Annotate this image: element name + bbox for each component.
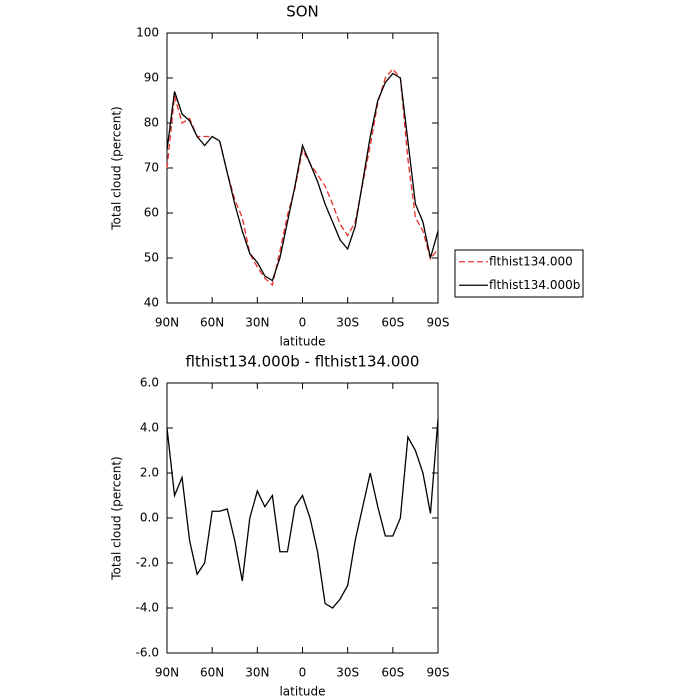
y-tick-label: -6.0 [136,646,159,660]
y-tick-label: 60 [144,206,159,220]
legend-label: flthist134.000 [489,254,573,268]
y-tick-label: 2.0 [140,466,159,480]
y-tick-label: -2.0 [136,556,159,570]
y-tick-label: 70 [144,161,159,175]
plot-frame [166,382,439,654]
x-tick-label: 90N [155,666,179,680]
y-tick-label: 6.0 [140,376,159,390]
chart-title: SON [286,3,319,21]
x-tick-label: 90N [155,316,179,330]
y-tick-label: 80 [144,116,159,130]
y-tick-label: 40 [144,296,159,310]
x-tick-label: 0 [299,316,307,330]
x-axis-label: latitude [279,685,325,699]
x-tick-label: 90S [427,316,450,330]
x-tick-label: 30N [245,666,269,680]
x-tick-label: 30N [245,316,269,330]
data-line [166,72,439,282]
x-tick-label: 60N [200,316,224,330]
y-tick-label: 4.0 [140,421,159,435]
x-tick-label: 60S [381,316,404,330]
x-tick-label: 60N [200,666,224,680]
x-axis-label: latitude [279,335,325,349]
y-axis-label: Total cloud (percent) [110,106,124,230]
y-tick-label: 100 [136,26,159,40]
legend-label: flthist134.000b [489,278,580,292]
y-tick-label: 50 [144,251,159,265]
x-tick-label: 30S [336,316,359,330]
x-tick-label: 60S [381,666,404,680]
y-tick-label: -4.0 [136,601,159,615]
chart-title: flthist134.000b - flthist134.000 [186,353,420,371]
x-tick-label: 30S [336,666,359,680]
y-tick-label: 0.0 [140,511,159,525]
legend-box [454,249,584,298]
x-tick-label: 90S [427,666,450,680]
data-line [166,418,439,609]
data-line [166,67,439,287]
y-axis-label: Total cloud (percent) [110,456,124,580]
x-tick-label: 0 [299,666,307,680]
y-tick-label: 90 [144,71,159,85]
